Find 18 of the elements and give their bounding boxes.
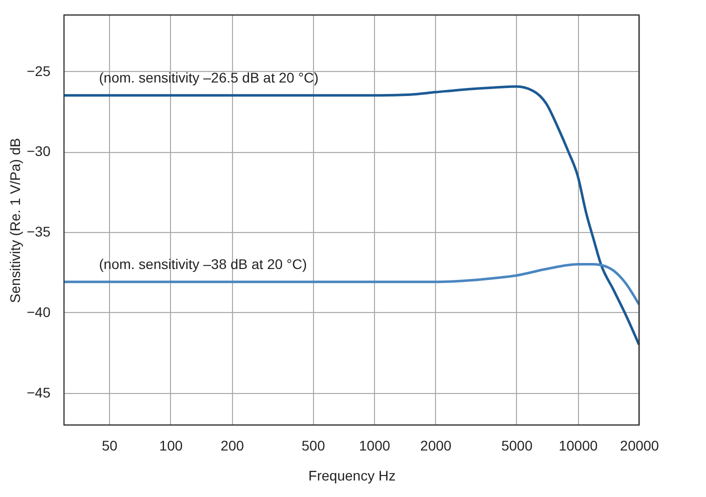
x-tick-label: 10000 [558, 438, 598, 454]
x-tick-label: 2000 [420, 438, 452, 454]
x-axis-title: Frequency Hz [308, 468, 396, 484]
x-tick-label: 20000 [620, 438, 660, 454]
y-tick-label: −30 [26, 143, 51, 160]
series-label: (nom. sensitivity –26.5 dB at 20 °C) [99, 69, 319, 86]
x-tick-label: 5000 [501, 438, 533, 454]
y-tick-label: −45 [26, 384, 51, 400]
y-tick-label: −40 [26, 304, 51, 320]
series-label: (nom. sensitivity –38 dB at 20 °C) [99, 256, 307, 272]
x-tick-label: 100 [159, 438, 183, 454]
x-tick-label: 50 [102, 438, 118, 454]
y-tick-label: −25 [26, 62, 51, 79]
y-axis-title: Sensitivity (Re. 1 V/Pa) dB [6, 138, 23, 303]
x-tick-label: 200 [220, 438, 244, 454]
x-tick-label: 1000 [359, 438, 390, 454]
x-tick-label: 500 [302, 438, 326, 454]
y-tick-label: −35 [26, 224, 51, 240]
